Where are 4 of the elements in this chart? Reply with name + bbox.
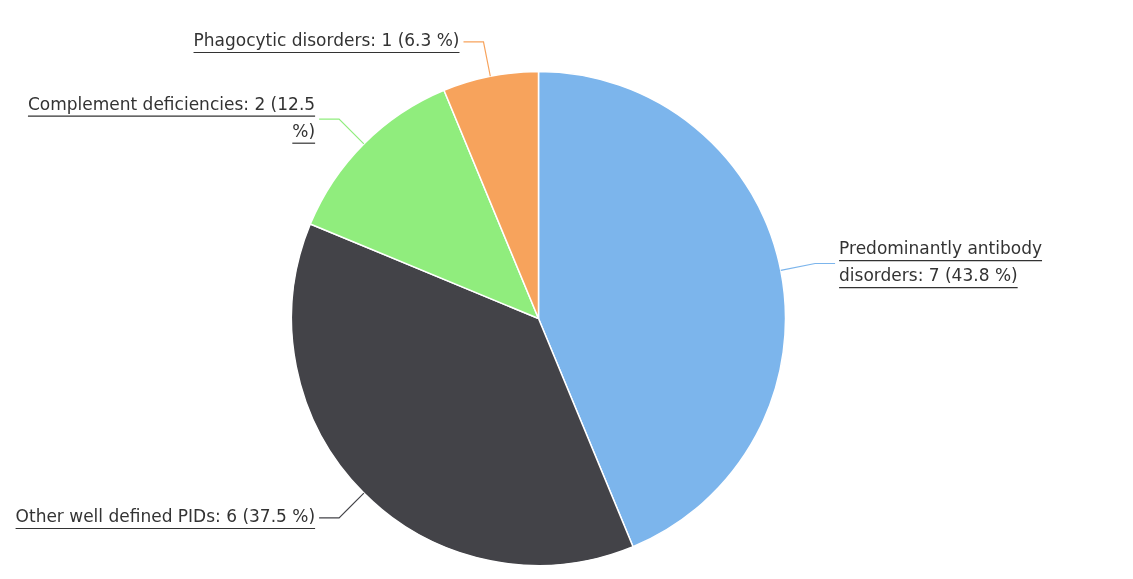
slice-label: Phagocytic disorders: 1 (6.3 %) (193, 30, 460, 51)
slice-label: Other well defined PIDs: 6 (37.5 %) (15, 506, 316, 527)
slice-label: Predominantly antibody disorders: 7 (43.8 %) (839, 238, 1043, 286)
slice-label: Complement deficiencies: 2 (12.5 %) (27, 94, 316, 142)
